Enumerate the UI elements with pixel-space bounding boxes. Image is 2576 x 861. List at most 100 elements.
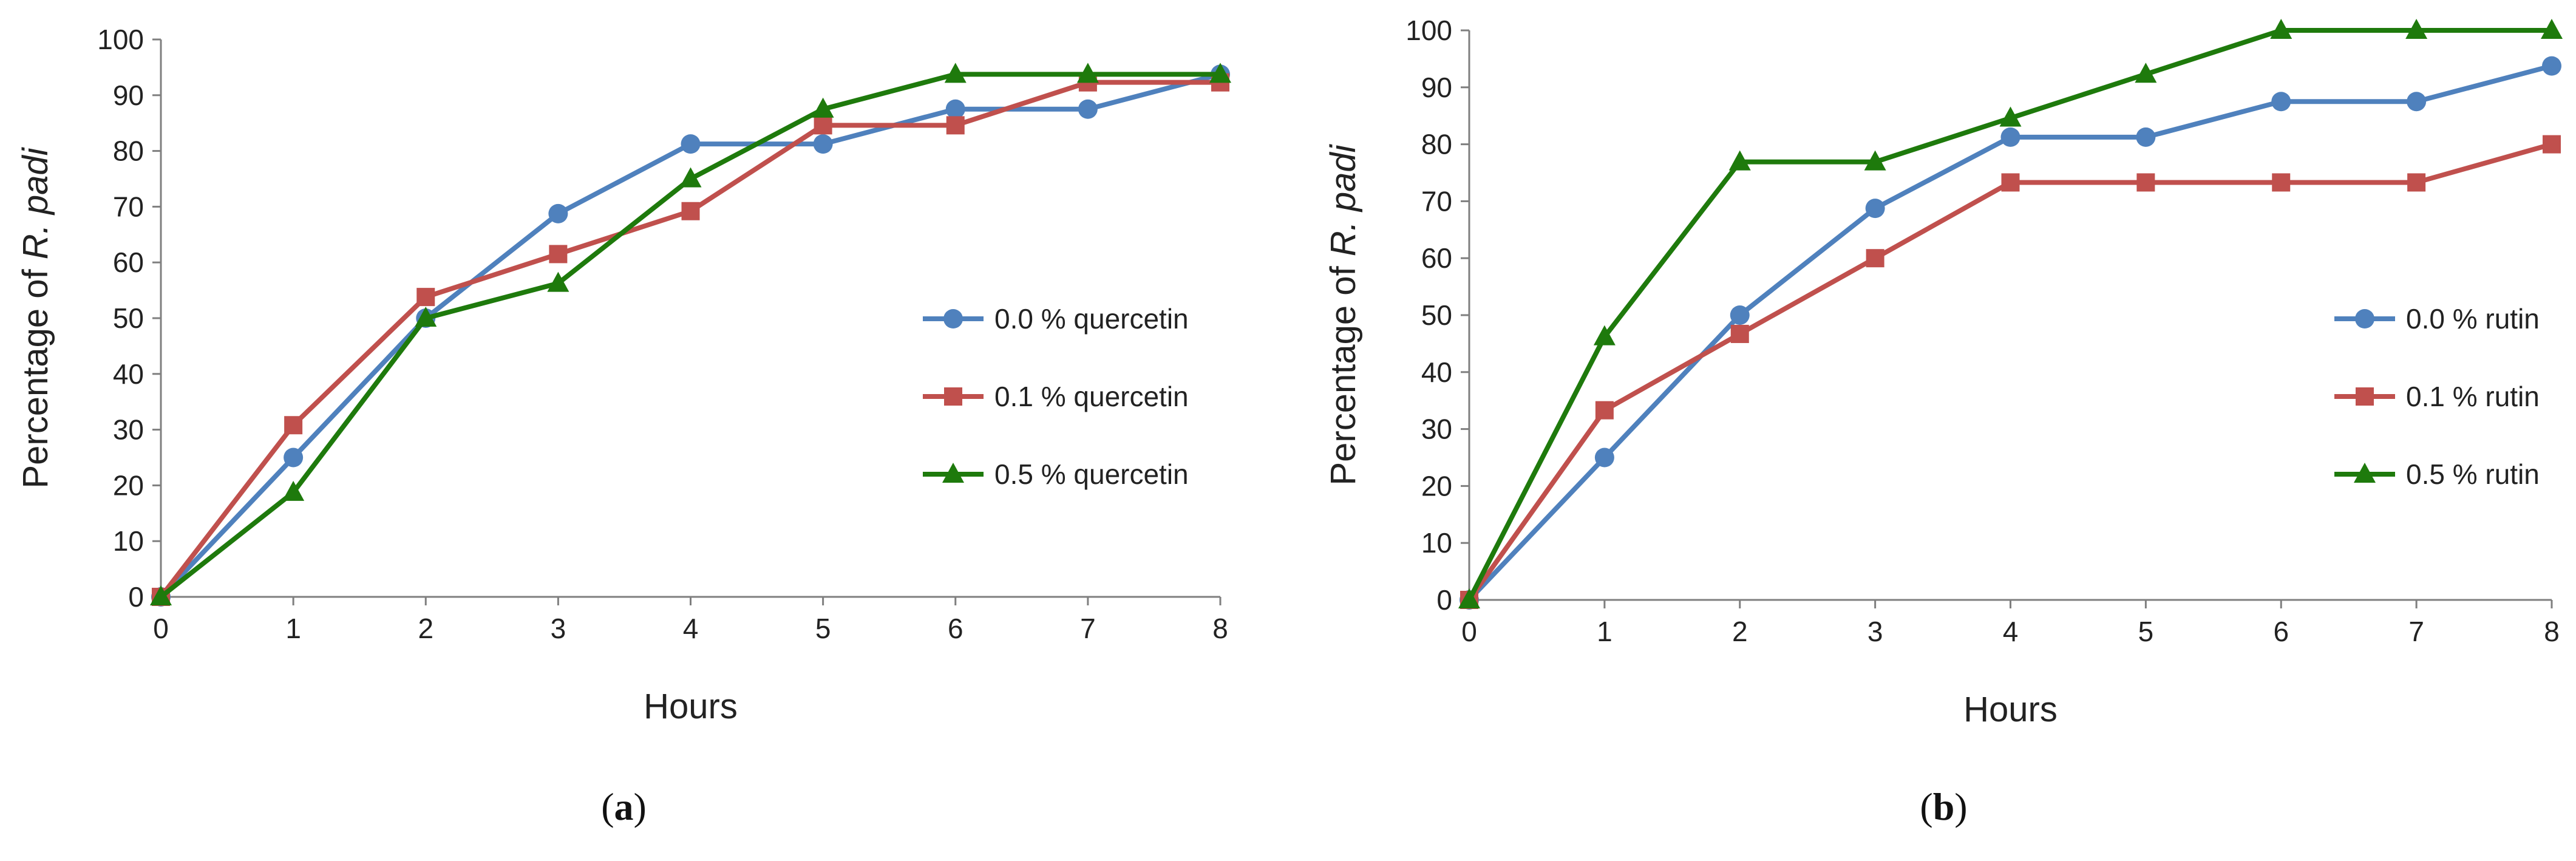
data-point	[2272, 173, 2291, 192]
data-point	[2271, 92, 2291, 112]
y-tick-label: 60	[113, 247, 144, 278]
x-tick-label: 3	[551, 613, 566, 644]
x-tick-label: 4	[2003, 616, 2019, 647]
legend-marker	[942, 463, 964, 483]
data-point	[1865, 199, 1885, 219]
y-axis-label-prefix: Percentage of	[1324, 256, 1363, 485]
data-point	[416, 288, 435, 307]
legend-entry: 0.5 % quercetin	[923, 458, 1189, 490]
chart-panel-a: 0 10 20 30 40 50 60 70 80 90 100 0 1 2 3 4 5 6 7 8 Hours Perc…	[16, 24, 1231, 828]
x-tick-label: 1	[1597, 616, 1613, 647]
legend-marker	[943, 309, 963, 328]
data-point	[2407, 92, 2427, 112]
y-tick-label: 70	[1421, 185, 1452, 217]
data-point	[1730, 324, 1749, 343]
x-tick-label: 6	[2273, 616, 2289, 647]
series-circle	[1460, 56, 2561, 610]
data-point	[2136, 127, 2156, 147]
x-tick-label: 0	[1461, 616, 1477, 647]
data-point	[679, 167, 702, 188]
data-point	[1999, 106, 2022, 127]
data-point	[549, 245, 568, 264]
x-axis-label: Hours	[644, 687, 738, 726]
data-point	[1595, 401, 1614, 420]
panel-label-close: )	[634, 785, 647, 828]
x-tick-label: 5	[2138, 616, 2154, 647]
data-point	[2270, 19, 2292, 39]
data-point	[1593, 325, 1616, 345]
legend-marker	[2355, 309, 2374, 328]
y-axis-label-species: R. padi	[16, 146, 55, 259]
legend-marker	[2356, 387, 2374, 406]
x-tick-label: 8	[1212, 613, 1228, 644]
panel-label-letter: a	[614, 785, 634, 828]
data-point	[415, 307, 437, 327]
data-point	[2001, 173, 2020, 192]
data-point	[1594, 448, 1614, 468]
legend-entry: 0.0 % quercetin	[923, 303, 1189, 335]
y-tick-label: 20	[113, 469, 144, 501]
y-tick-label: 50	[113, 302, 144, 334]
series-line	[1467, 141, 2553, 602]
legend-marker	[2354, 463, 2376, 483]
y-tick-label: 10	[1421, 527, 1452, 559]
x-tick-label: 8	[2544, 616, 2560, 647]
legend-label: 0.0 % quercetin	[994, 303, 1189, 335]
y-tick-label: 90	[1421, 72, 1452, 103]
data-point	[150, 585, 172, 605]
panel-label: (b)	[1920, 785, 1967, 828]
data-point	[2543, 135, 2561, 154]
panel-label-open: (	[1920, 785, 1932, 828]
y-tick-label: 10	[113, 525, 144, 557]
legend-label: 0.0 % rutin	[2406, 303, 2540, 335]
data-point	[1078, 99, 1098, 119]
data-point	[2541, 19, 2563, 39]
data-point	[2000, 127, 2020, 147]
y-tick-label: 0	[1436, 584, 1452, 616]
y-tick-label: 20	[1421, 470, 1452, 502]
data-point	[2407, 173, 2426, 192]
x-tick-label: 4	[683, 613, 699, 644]
y-axis-label-species: R. padi	[1324, 143, 1363, 256]
y-tick-label: 70	[113, 191, 144, 222]
x-tick-label: 0	[153, 613, 169, 644]
y-tick-label: 30	[1421, 413, 1452, 445]
legend-label: 0.1 % quercetin	[994, 381, 1189, 412]
legend-entry: 0.1 % rutin	[2334, 381, 2540, 412]
y-tick-label: 100	[97, 24, 144, 55]
x-tick-label: 7	[1080, 613, 1096, 644]
y-axis-label: Percentage of R. padi	[16, 146, 55, 488]
legend-entry: 0.5 % rutin	[2334, 458, 2540, 490]
data-point	[282, 480, 305, 501]
data-point	[2136, 173, 2155, 192]
y-tick-label: 80	[1421, 129, 1452, 160]
legend-label: 0.5 % rutin	[2406, 458, 2540, 490]
data-point	[1458, 588, 1480, 608]
x-tick-label: 6	[948, 613, 963, 644]
x-tick-label: 1	[285, 613, 301, 644]
y-tick-label: 90	[113, 80, 144, 111]
data-point	[812, 97, 834, 118]
x-tick-label: 5	[815, 613, 831, 644]
data-point	[2135, 63, 2157, 83]
panel-label-close: )	[1954, 785, 1967, 828]
y-axis-label: Percentage of R. padi	[1324, 143, 1363, 485]
y-tick-label: 50	[1421, 299, 1452, 331]
data-point	[944, 63, 967, 83]
y-tick-label: 80	[113, 135, 144, 167]
data-point	[681, 134, 701, 154]
data-point	[813, 134, 833, 154]
panel-label-open: (	[601, 785, 614, 828]
x-tick-label: 3	[1867, 616, 1883, 647]
panel-label-letter: b	[1933, 785, 1955, 828]
series-circle	[151, 64, 1230, 607]
data-point	[547, 271, 569, 292]
y-tick-label: 30	[113, 414, 144, 446]
data-point	[1076, 63, 1099, 83]
data-point	[548, 203, 568, 223]
legend-marker	[944, 387, 962, 406]
data-point	[2542, 56, 2561, 76]
series-line	[158, 80, 1220, 599]
data-point	[681, 202, 700, 220]
